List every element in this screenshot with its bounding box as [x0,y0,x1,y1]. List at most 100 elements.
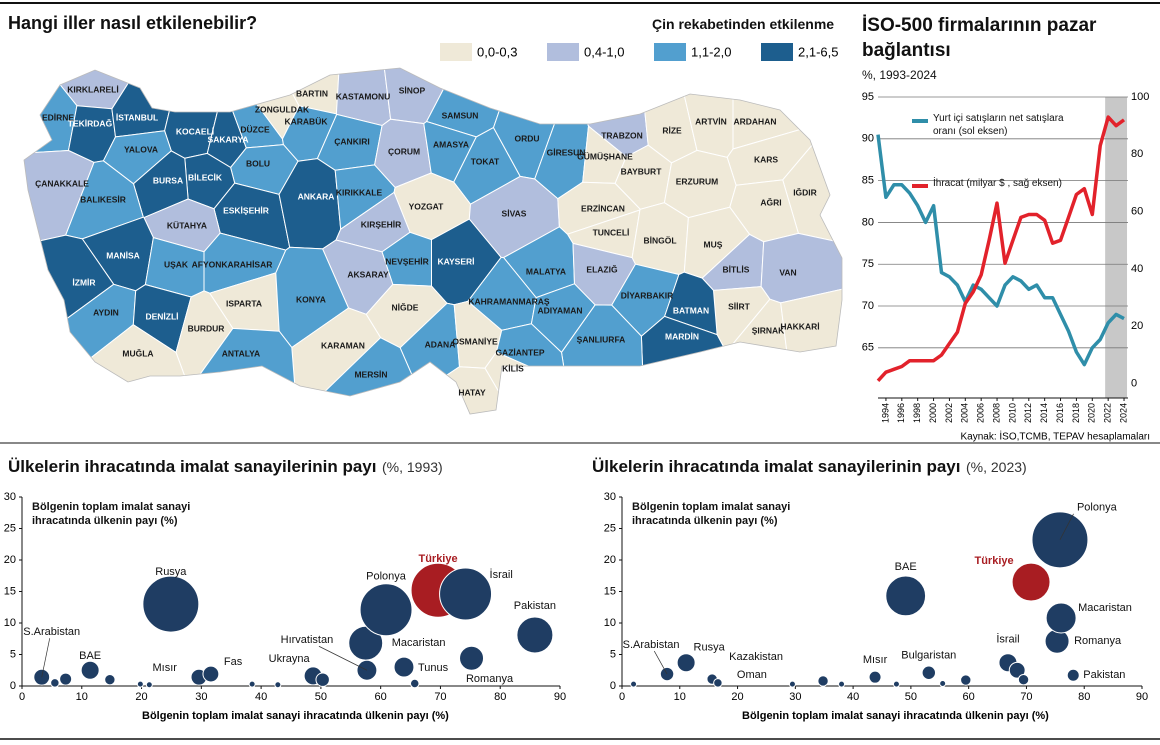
province [24,68,78,156]
bubble [960,674,972,686]
province-label: ELAZIĞ [586,263,618,274]
x-tick-label: 2000 [928,403,938,423]
x-tick-label: 60 [963,691,975,703]
x-tick-label: 2016 [1055,403,1065,423]
province-label: ADANA [425,339,456,349]
bubble-label: Pakistan [514,600,556,612]
y2-tick-label: 80 [1131,148,1143,160]
legend-label: 0,0-0,3 [477,44,517,59]
legend-label: 1,1-2,0 [691,44,731,59]
bubble-label: İsrail [490,568,513,581]
province-label: ADIYAMAN [537,305,582,315]
y-tick-label: 5 [10,648,16,660]
province-label: BALIKESİR [80,194,126,204]
bubble [1066,668,1080,682]
bubble-label: Polonya [366,571,407,583]
x-tick-label: 60 [375,691,387,703]
province-label: KARABÜK [285,116,329,126]
province-label: KİLİS [502,363,524,373]
bubble [202,665,220,683]
x-tick-label: 10 [674,691,686,703]
bubble-label: BAE [895,561,917,573]
province-label: ARTVİN [695,116,727,126]
bubble-label: Polonya [1077,502,1118,514]
y-tick-label: 95 [862,91,874,103]
province [410,366,528,414]
legend-swatch [761,43,793,61]
province-label: KAHRAMANMARAŞ [468,296,550,306]
bubble [1045,602,1077,634]
bubble [145,681,153,689]
province-label: MANİSA [106,250,140,260]
province-label: TEKİRDAĞ [68,117,113,128]
y-tick-label: 15 [604,585,616,597]
bubble [142,575,200,633]
x-tick-label: 10 [76,691,88,703]
bubble-label: Tunus [418,662,449,674]
province-label: MUŞ [704,239,723,249]
x-tick-label: 2012 [1023,403,1033,423]
province-label: KOCAELİ [176,126,214,136]
province-label: ISPARTA [226,298,262,308]
bubble [359,583,413,637]
province-label: BAYBURT [621,166,663,176]
province-label: NİĞDE [392,301,419,312]
x-tick-label: 40 [255,691,267,703]
y-tick-label: 70 [862,300,874,312]
bubble [80,660,100,680]
legend-label: Yurt içi satışların net satışlara oranı … [933,113,1064,137]
bubble [516,616,554,654]
x-tick-label: 2006 [976,403,986,423]
y-tick-label: 15 [4,585,16,597]
legend-label: 2,1-6,5 [798,44,838,59]
y-axis-label: Bölgenin toplam imalat sanayi ihracatınd… [32,501,191,527]
province-label: KARAMAN [321,340,365,350]
y2-tick-label: 0 [1131,378,1137,390]
province-label: BARTIN [296,88,328,98]
bubble-label: Rusya [155,566,187,578]
y-tick-label: 25 [4,522,16,534]
bubble [136,680,144,688]
province-label: VAN [779,267,796,277]
province-label: ERZURUM [676,176,719,186]
x-tick-label: 70 [1020,691,1032,703]
bubble [50,678,60,688]
province-label: SİNOP [399,85,426,95]
province-label: DİYARBAKIR [621,290,674,300]
chart-subtitle: %, 1993-2024 [862,68,937,82]
bubble-label: S.Arabistan [23,626,80,638]
y-tick-label: 10 [604,617,616,629]
bubble-label: İsrail [996,633,1019,646]
province-label: TRABZON [601,130,643,140]
province-label: GAZİANTEP [495,347,544,357]
y-tick-label: 85 [862,175,874,187]
legend-label: 0,4-1,0 [584,44,624,59]
province-label: AMASYA [433,139,469,149]
y-tick-label: 10 [4,617,16,629]
bubble-label: Türkiye [974,555,1013,567]
source: Kaynak: İSO,TCMB, TEPAV hesaplamaları [960,430,1150,443]
y-tick-label: 25 [604,522,616,534]
province-label: HATAY [458,387,486,397]
x-tick-label: 2020 [1087,403,1097,423]
province-label: UŞAK [164,259,189,269]
x-tick-label: 30 [195,691,207,703]
x-tick-label: 2002 [944,403,954,423]
y2-tick-label: 20 [1131,320,1143,332]
province [760,232,842,304]
province-label: MARDİN [665,331,699,341]
x-tick-label: 20 [731,691,743,703]
x-tick-label: 2024 [1118,403,1128,423]
bubble [630,680,638,688]
province-label: GÜMÜŞHANE [577,151,633,161]
x-tick-label: 90 [554,691,566,703]
province-label: OSMANİYE [452,336,498,346]
bubble [393,656,415,678]
bubble [817,675,829,687]
province-label: GİRESUN [547,147,586,157]
province-label: SAMSUN [442,110,479,120]
province-label: ŞIRNAK [752,325,785,335]
x-tick-label: 0 [619,691,625,703]
x-tick-label: 1996 [896,403,906,423]
bubble [315,672,330,687]
